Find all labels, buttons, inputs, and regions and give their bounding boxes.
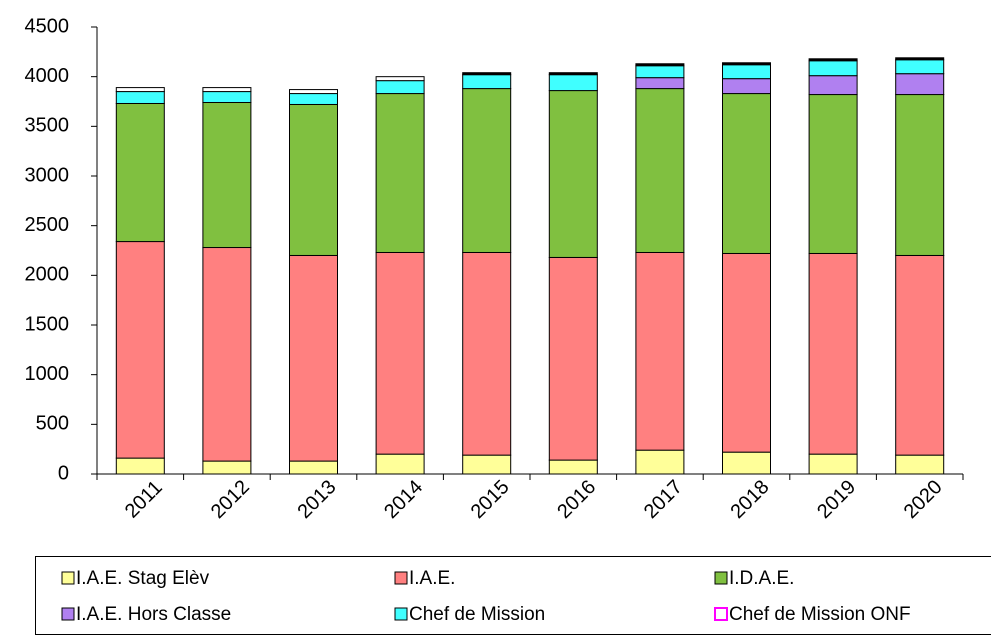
bar-segment (548, 90, 598, 258)
x-tick-label: 2019 (813, 476, 860, 523)
y-tick-label: 1500 (25, 313, 70, 335)
bar-segment (895, 59, 945, 75)
bar-segment (202, 460, 252, 475)
bar-segment (722, 252, 771, 453)
bar-segment (115, 102, 165, 243)
bar-segment (289, 254, 338, 462)
bar-segment (115, 91, 165, 104)
legend-swatch (714, 607, 728, 621)
legend-swatch (394, 607, 408, 621)
legend-box (35, 556, 991, 635)
bar-segment (722, 451, 771, 475)
bar-segment (548, 459, 598, 475)
bar-segment (202, 91, 252, 103)
bar-segment (808, 94, 858, 254)
bar-segment (202, 101, 252, 249)
y-tick-label: 500 (36, 413, 69, 435)
x-tick-label: 2012 (207, 476, 254, 523)
bar-segment (289, 89, 338, 95)
y-tick-label: 3500 (25, 115, 70, 137)
y-tick-label: 2500 (25, 214, 70, 236)
bar-segment (375, 93, 425, 253)
bar-segment (548, 74, 598, 92)
bar-segment (722, 64, 771, 80)
bar-segment (462, 72, 512, 76)
bar-segment (895, 454, 945, 475)
bar-segment (202, 247, 252, 462)
legend-label: I.A.E. Hors Classe (76, 604, 231, 625)
bar-segment (375, 453, 425, 475)
y-tick-label: 4500 (25, 15, 70, 37)
bar-segment (548, 256, 598, 461)
legend-label: I.A.E. (409, 568, 455, 589)
y-tick-label: 1000 (25, 363, 70, 385)
bar-segment (202, 87, 252, 93)
legend-label: I.D.A.E. (729, 568, 794, 589)
legend-label: Chef de Mission (409, 604, 545, 625)
bar-segment (895, 57, 945, 61)
y-tick-label: 4000 (25, 65, 70, 87)
bar-segment (808, 58, 858, 62)
bar-segment (808, 75, 858, 96)
legend-label: I.A.E. Stag Elèv (76, 568, 210, 589)
x-tick-label: 2017 (640, 476, 687, 523)
bar-segment (722, 78, 771, 95)
legend: I.A.E. Stag Elèv I.A.E. I.D.A.E. I.A.E. Hor… (35, 556, 991, 635)
y-tick-label: 0 (58, 462, 69, 484)
bar-segment (375, 80, 425, 95)
y-tick-label: 2000 (25, 264, 70, 286)
bar-segment (635, 251, 685, 451)
legend-swatch (61, 607, 75, 621)
bar-segment (808, 60, 858, 77)
bar-segment (289, 93, 338, 105)
bar-segment (115, 87, 165, 93)
bar-segment (375, 251, 425, 455)
bar-segment (289, 103, 338, 256)
legend-label: Chef de Mission ONF (729, 604, 911, 625)
bar-segment (462, 88, 512, 253)
bar-segment (548, 72, 598, 76)
bar-segment (635, 63, 685, 67)
bar-segment (722, 62, 771, 66)
bar-segment (462, 74, 512, 90)
bar-segment (289, 460, 338, 475)
bar-segment (462, 454, 512, 475)
x-tick-label: 2015 (467, 476, 514, 523)
x-tick-label: 2020 (900, 476, 947, 523)
legend-swatch (714, 571, 728, 585)
y-tick-label: 3000 (25, 164, 70, 186)
legend-swatch (61, 571, 75, 585)
x-tick-label: 2018 (726, 476, 773, 523)
bar-segment (635, 65, 685, 79)
bar-segment (635, 88, 685, 253)
bar-segment (375, 76, 425, 82)
bar-segment (722, 93, 771, 254)
bar-segment (808, 453, 858, 475)
legend-swatch (394, 571, 408, 585)
bar-segment (635, 77, 685, 90)
bar-segment (115, 457, 165, 475)
x-tick-label: 2014 (380, 476, 427, 523)
x-tick-label: 2016 (553, 476, 600, 523)
bar-segment (808, 252, 858, 455)
x-tick-label: 2013 (293, 476, 340, 523)
x-tick-label: 2011 (121, 477, 167, 523)
bar-segment (895, 94, 945, 256)
bar-segment (895, 73, 945, 96)
bar-segment (635, 449, 685, 475)
bar-segment (115, 241, 165, 459)
bar-segment (895, 254, 945, 456)
bar-segment (462, 251, 512, 456)
